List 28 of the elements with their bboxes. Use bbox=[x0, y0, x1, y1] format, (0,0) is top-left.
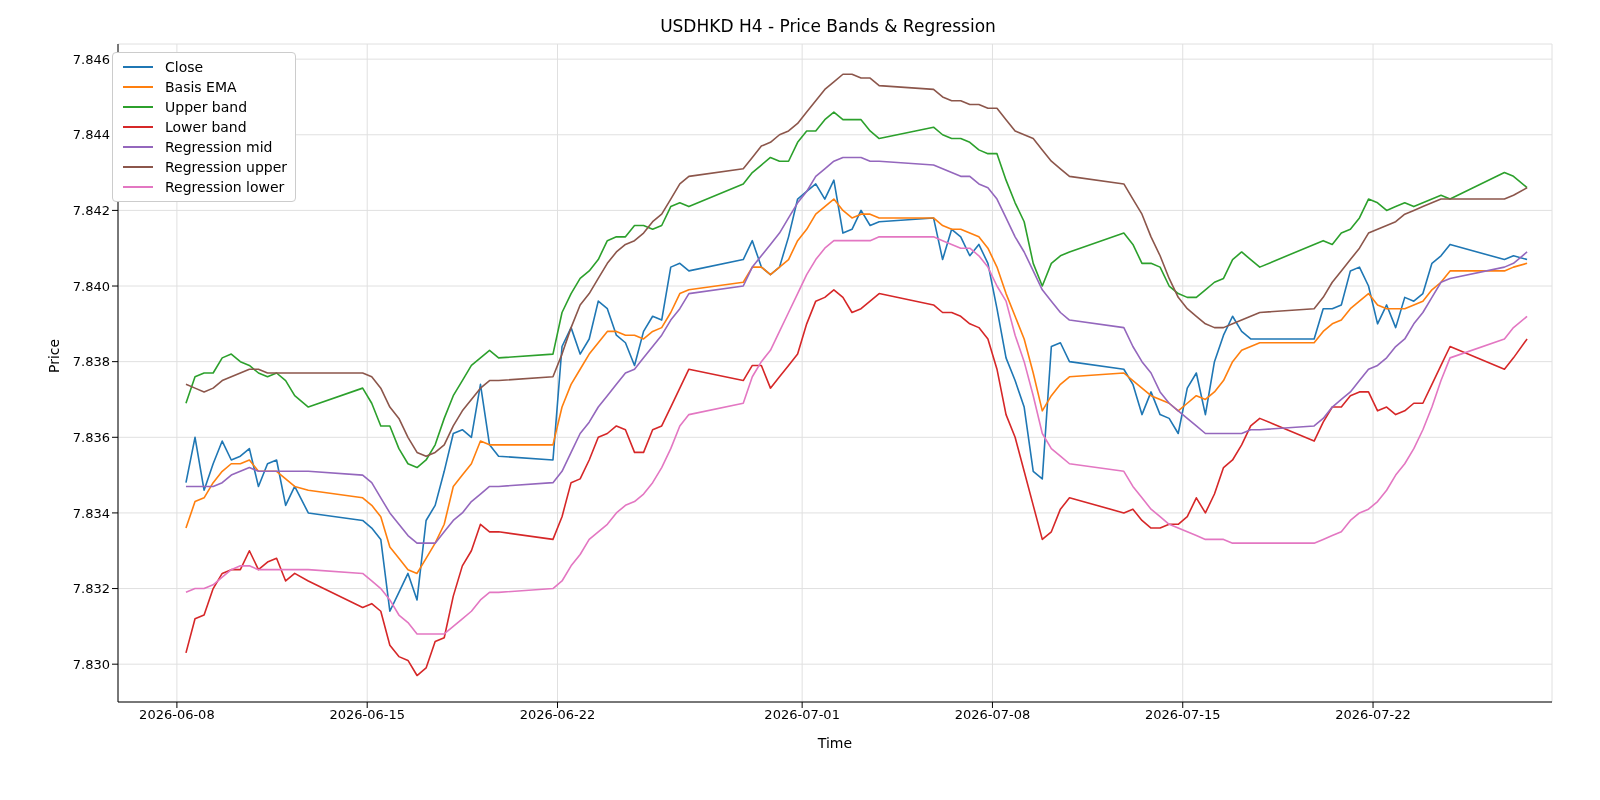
x-tick-label: 2026-07-22 bbox=[1335, 707, 1411, 723]
x-tick-label: 2026-06-08 bbox=[139, 707, 215, 723]
legend-label: Regression mid bbox=[165, 138, 273, 157]
legend-label: Upper band bbox=[165, 98, 248, 117]
y-axis-title: Price bbox=[45, 338, 62, 373]
y-tick-label: 7.836 bbox=[72, 429, 110, 445]
x-tick-label: 2026-06-15 bbox=[329, 707, 405, 723]
y-tick-label: 7.846 bbox=[72, 51, 110, 67]
legend-label: Basis EMA bbox=[165, 78, 237, 97]
y-tick-label: 7.830 bbox=[72, 656, 110, 672]
x-tick-label: 2026-06-22 bbox=[519, 707, 596, 723]
line-series bbox=[185, 236, 1528, 635]
y-tick-label: 7.842 bbox=[72, 203, 110, 219]
y-tick-label: 7.834 bbox=[72, 505, 110, 521]
x-tick-label: 2026-07-01 bbox=[764, 707, 840, 723]
y-tick-label: 7.844 bbox=[72, 127, 110, 143]
x-axis-title: Time bbox=[816, 735, 853, 751]
line-series bbox=[185, 289, 1528, 677]
legend-label: Regression lower bbox=[165, 178, 285, 197]
y-tick-label: 7.838 bbox=[72, 354, 110, 370]
x-tick-label: 2026-07-15 bbox=[1144, 707, 1221, 723]
y-tick-label: 7.840 bbox=[72, 278, 110, 294]
legend-label: Regression upper bbox=[165, 158, 288, 177]
x-tick-label: 2026-07-08 bbox=[954, 707, 1031, 723]
legend-label: Close bbox=[165, 58, 204, 77]
legend-label: Lower band bbox=[165, 118, 247, 137]
chart-title: USDHKD H4 - Price Bands & Regression bbox=[659, 16, 997, 36]
y-tick-label: 7.832 bbox=[72, 581, 110, 597]
